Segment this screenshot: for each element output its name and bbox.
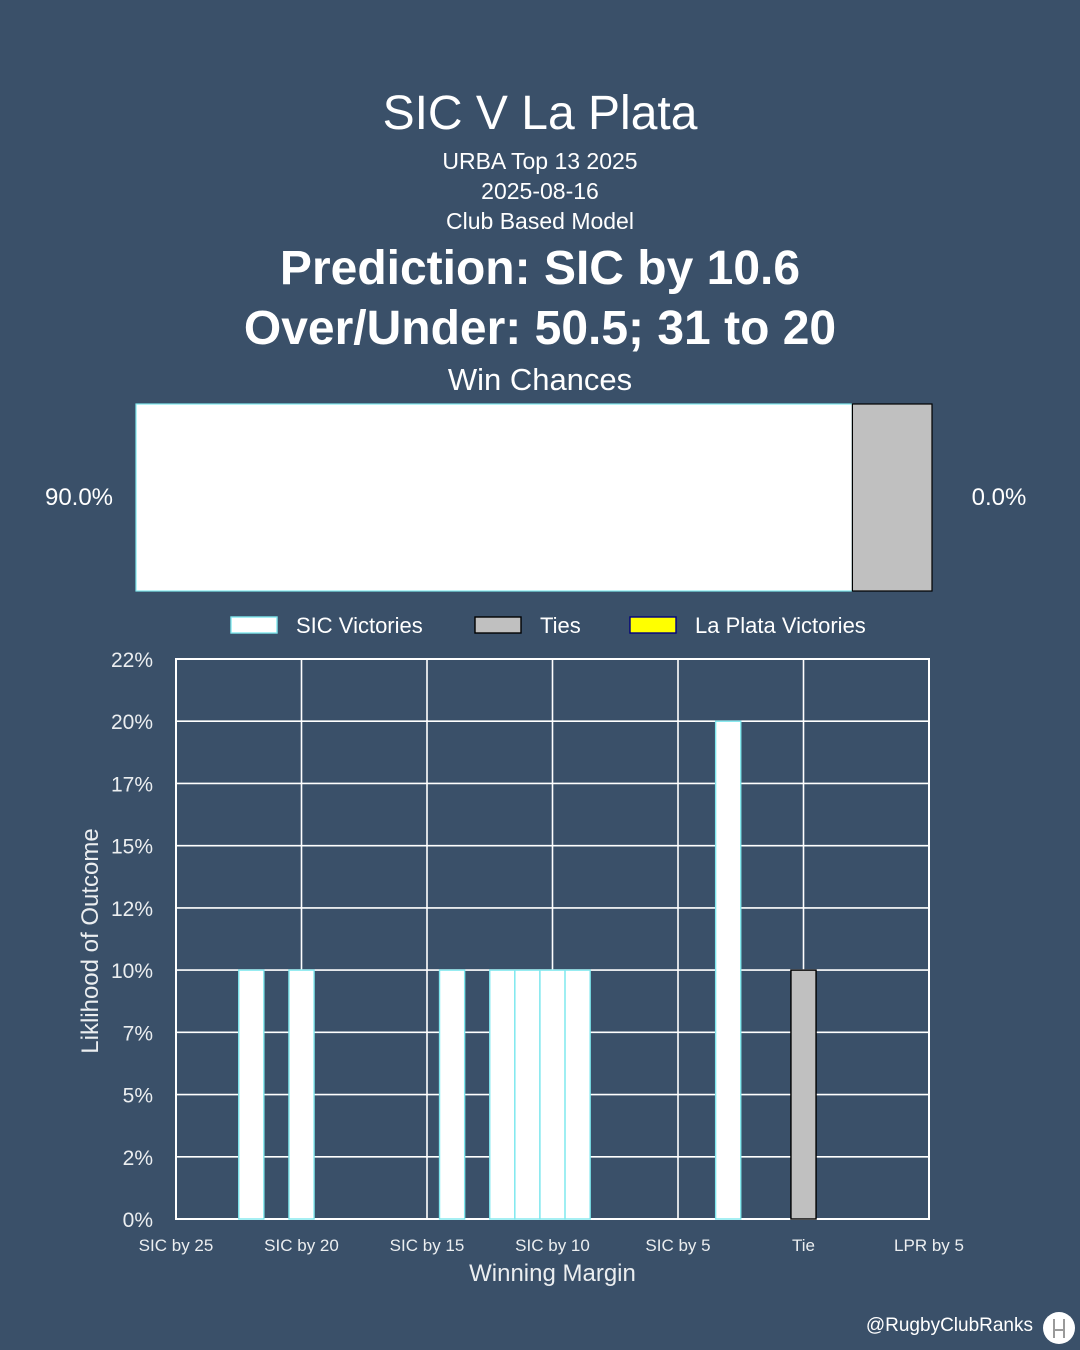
x-tick-label: SIC by 25 <box>139 1236 214 1255</box>
y-tick-label: 20% <box>111 711 153 734</box>
bar-sic-victories <box>514 969 541 1220</box>
win-chance-segment-sic-victories <box>135 403 854 592</box>
y-tick-label: 22% <box>111 649 153 672</box>
x-tick-label: SIC by 5 <box>645 1236 710 1255</box>
prediction-text: Prediction: SIC by 10.6 <box>279 242 801 295</box>
bar-sic-victories <box>489 969 516 1220</box>
bar-sic-victories <box>438 969 466 1220</box>
model-name: Club Based Model <box>446 208 634 234</box>
win-chance-right-label: 0.0% <box>972 484 1027 511</box>
bar-sic-victories <box>714 720 742 1220</box>
x-tick-label: LPR by 5 <box>894 1236 964 1255</box>
win-chance-segment-ties <box>851 403 933 592</box>
win-chances-title: Win Chances <box>447 362 633 397</box>
legend-swatch <box>230 616 278 634</box>
bar-sic-victories <box>564 969 591 1220</box>
chart-title: SIC V La Plata <box>382 87 698 140</box>
y-tick-label: 17% <box>111 773 153 796</box>
competition-subtitle: URBA Top 13 2025 <box>442 148 638 174</box>
x-axis-label: Winning Margin <box>469 1260 636 1287</box>
x-tick-label: Tie <box>792 1236 815 1255</box>
y-tick-label: 2% <box>123 1147 153 1170</box>
bar-sic-victories <box>288 969 315 1220</box>
bar-sic-victories <box>539 969 566 1220</box>
legend-swatch <box>474 616 522 634</box>
x-tick-label: SIC by 10 <box>515 1236 590 1255</box>
y-tick-label: 10% <box>111 960 153 983</box>
bar-sic-victories <box>238 969 265 1220</box>
y-tick-label: 5% <box>123 1085 153 1108</box>
y-tick-label: 15% <box>111 836 153 859</box>
footer-handle: @RugbyClubRanks <box>865 1315 1033 1336</box>
rugby-posts-icon <box>1043 1312 1075 1344</box>
legend-swatch <box>629 616 677 634</box>
legend-label: SIC Victories <box>296 613 423 638</box>
x-tick-label: SIC by 20 <box>264 1236 339 1255</box>
y-tick-label: 0% <box>123 1209 153 1232</box>
bar-ties <box>790 969 817 1220</box>
y-tick-label: 7% <box>123 1022 153 1045</box>
y-axis-label: Liklihood of Outcome <box>77 828 104 1053</box>
legend-label: Ties <box>540 613 581 638</box>
x-tick-label: SIC by 15 <box>390 1236 465 1255</box>
legend-label: La Plata Victories <box>695 613 866 638</box>
match-date: 2025-08-16 <box>481 178 599 204</box>
y-tick-label: 12% <box>111 898 153 921</box>
over-under-text: Over/Under: 50.5; 31 to 20 <box>243 302 837 355</box>
win-chance-left-label: 90.0% <box>45 484 113 511</box>
